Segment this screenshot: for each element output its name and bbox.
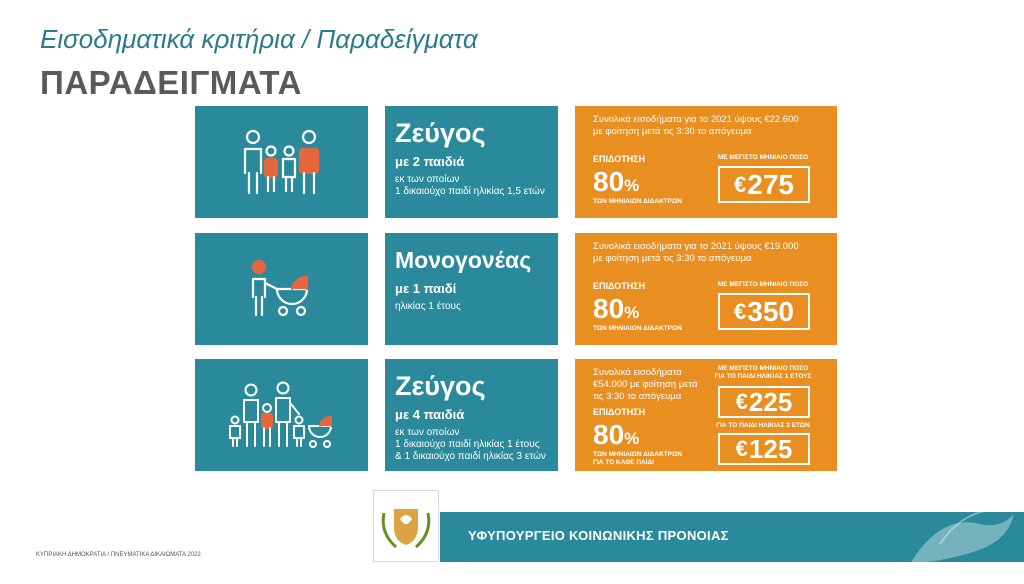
cyprus-coat-of-arms-icon: [373, 490, 439, 562]
tuition-label: ΤΩΝ ΜΗΝΙΑΙΩΝ ΔΙΔΑΚΤΡΩΝ: [593, 325, 682, 332]
percent-value: 80: [593, 293, 625, 324]
subsidy-label: ΕΠΙΔΟΤΗΣΗ: [593, 407, 646, 417]
ministry-name: ΥΦΥΠΟΥΡΓΕΙΟ ΚΟΙΝΩΝΙΚΗΣ ΠΡΟΝΟΙΑΣ: [468, 528, 729, 543]
percent-symbol: %: [624, 176, 640, 195]
income-text: Συνολικά εισοδήματα €54.000 με φοίτηση μ…: [593, 367, 698, 402]
percent-value: 80: [593, 166, 625, 197]
max-amount-label: ΜΕ ΜΕΓΙΣΤΟ ΜΗΝΙΑΙΟ ΠΟΣΟ ΓΙΑ ΤΟ ΠΑΙΔΙ ΗΛΙ…: [714, 365, 812, 380]
amount-value: 125: [748, 433, 793, 464]
subsidy-label: ΕΠΙΔΟΤΗΣΗ: [593, 154, 646, 164]
example-detail: ηλικίας 1 έτους: [395, 301, 461, 312]
euro-sign: €: [734, 298, 747, 324]
footer-bar: [440, 512, 1024, 562]
tuition-label: ΤΩΝ ΜΗΝΙΑΙΩΝ ΔΙΔΑΚΤΡΩΝ ΓΙΑ ΤΟ ΚΑΘΕ ΠΑΙΔΙ: [593, 451, 682, 466]
max-amount-2: €125: [718, 433, 810, 465]
income-text: Συνολικά εισοδήματα για το 2021 ύψους €2…: [593, 114, 799, 137]
example-description-3: Ζεύγος με 4 παιδιά εκ των οποίων 1 δικαι…: [385, 359, 558, 471]
tuition-label: ΤΩΝ ΜΗΝΙΑΙΩΝ ΔΙΔΑΚΤΡΩΝ: [593, 198, 682, 205]
slide-subtitle: Εισοδηματικά κριτήρια / Παραδείγματα: [40, 24, 478, 54]
percent-value: 80: [593, 419, 625, 450]
percent-symbol: %: [624, 303, 640, 322]
example-description-1: Ζεύγος με 2 παιδιά εκ των οποίων 1 δικαι…: [385, 106, 558, 218]
family-couple-4-children-icon: [195, 359, 368, 471]
euro-sign: €: [735, 436, 748, 461]
subsidy-percent: 80%: [593, 293, 639, 325]
subsidy-info-2: Συνολικά εισοδήματα για το 2021 ύψους €1…: [575, 233, 837, 345]
example-title: Ζεύγος: [395, 118, 486, 148]
dove-watermark-icon: [910, 509, 1014, 564]
euro-sign: €: [734, 171, 747, 197]
example-children: με 4 παιδιά: [395, 407, 465, 422]
single-parent-stroller-icon: [195, 233, 368, 345]
slide-title: ΠΑΡΑΔΕΙΓΜΑΤΑ: [40, 64, 302, 101]
amount-value: 350: [747, 295, 794, 327]
example-children: με 1 παιδί: [395, 281, 457, 296]
subsidy-info-1: Συνολικά εισοδήματα για το 2021 ύψους €2…: [575, 106, 837, 218]
subsidy-percent: 80%: [593, 166, 639, 198]
max-amount-label: ΜΕ ΜΕΓΙΣΤΟ ΜΗΝΙΑΙΟ ΠΟΣΟ: [717, 281, 809, 288]
example-detail: εκ των οποίων 1 δικαιούχο παιδί ηλικίας …: [395, 427, 546, 462]
subsidy-info-3: Συνολικά εισοδήματα €54.000 με φοίτηση μ…: [575, 359, 837, 471]
example-title: Ζεύγος: [395, 371, 486, 401]
example-description-2: Μονογονέας με 1 παιδί ηλικίας 1 έτους: [385, 233, 558, 345]
max-amount-label-2: ΓΙΑ ΤΟ ΠΑΙΔΙ ΗΛΙΚΙΑΣ 3 ΕΤΩΝ: [716, 422, 810, 429]
percent-symbol: %: [624, 429, 640, 448]
euro-sign: €: [735, 389, 748, 414]
example-children: με 2 παιδιά: [395, 154, 465, 169]
max-amount-label: ΜΕ ΜΕΓΙΣΤΟ ΜΗΝΙΑΙΟ ΠΟΣΟ: [717, 154, 809, 161]
income-text: Συνολικά εισοδήματα για το 2021 ύψους €1…: [593, 241, 799, 264]
subsidy-label: ΕΠΙΔΟΤΗΣΗ: [593, 281, 646, 291]
amount-value: 225: [748, 386, 793, 417]
copyright-footnote: ΚΥΠΡΙΑΚΗ ΔΗΜΟΚΡΑΤΙΑ / ΠΝΕΥΜΑΤΙΚΑ ΔΙΚΑΙΩΜ…: [36, 552, 201, 558]
max-amount: €275: [718, 166, 810, 203]
example-title: Μονογονέας: [395, 247, 532, 273]
family-couple-2-children-icon: [195, 106, 368, 218]
amount-value: 275: [747, 168, 794, 200]
max-amount: €350: [718, 293, 810, 330]
max-amount: €225: [718, 386, 810, 418]
subsidy-percent: 80%: [593, 419, 639, 451]
example-detail: εκ των οποίων 1 δικαιούχο παιδί ηλικίας …: [395, 174, 545, 197]
